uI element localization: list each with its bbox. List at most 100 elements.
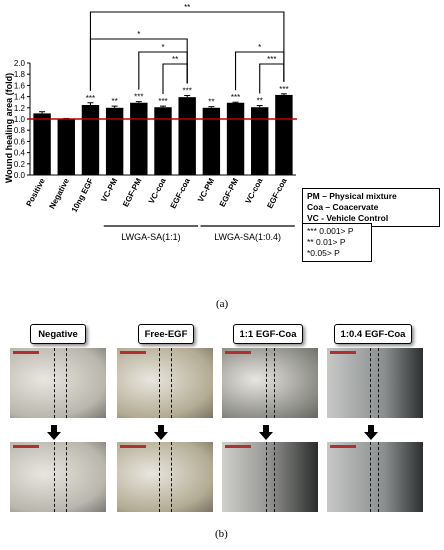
wound-edge-line	[54, 348, 55, 418]
bracket-label: **	[172, 55, 178, 64]
legend-line: PM – Physical mixture	[307, 191, 397, 201]
micrograph-image	[10, 348, 106, 418]
bar	[275, 94, 293, 175]
wound-edge-line	[274, 348, 275, 418]
significance-stars: **	[112, 97, 118, 106]
significance-stars: ***	[86, 94, 95, 103]
significance-stars: ***	[279, 85, 288, 94]
bar-chart: Wound healing area (fold) 0.0 0.2 0.4 0.6 0.…	[4, 3, 297, 242]
group-label: LWGA-SA(1:1)	[121, 232, 180, 242]
significance-stars: ***	[231, 93, 240, 102]
scale-bar	[120, 351, 146, 354]
down-arrow-icon	[154, 425, 168, 440]
micrograph-image	[222, 348, 318, 418]
wound-edge-line	[66, 442, 67, 512]
micrograph-title-1-1: 1:1 EGF-Coa	[233, 324, 303, 344]
significance-legend: *** 0.001> P ** 0.01> P *0.05> P	[302, 223, 372, 262]
legend-line: VC - Vehicle Control	[307, 213, 389, 223]
micrograph-title-negative: Negative	[30, 324, 86, 344]
micrograph-image	[117, 348, 213, 418]
legend-line: *** 0.001> P	[307, 226, 354, 236]
group-labels: LWGA-SA(1:1) LWGA-SA(1:0.4)	[103, 225, 295, 242]
wound-edge-line	[370, 348, 371, 418]
micrograph-title-free-egf: Free-EGF	[138, 324, 194, 344]
y-tick-label: 0.4	[14, 149, 26, 158]
wound-edge-line	[66, 348, 67, 418]
x-tick-label: VC-PM	[196, 176, 216, 203]
scale-bar	[225, 351, 251, 354]
down-arrow-icon	[364, 425, 378, 440]
scale-bar	[13, 445, 39, 448]
bracket-label: *	[161, 43, 164, 52]
x-tick-label: EGF-PM	[218, 176, 241, 208]
x-tick-label: EGF-coa	[265, 176, 289, 210]
micrograph-image	[222, 442, 318, 512]
scale-bar	[120, 445, 146, 448]
y-tick-label: 1.8	[14, 70, 26, 79]
micrograph-image	[327, 442, 423, 512]
legend-line: Coa – Coacervate	[307, 202, 379, 212]
x-tick-label: 10ng EGF	[70, 177, 96, 214]
bar	[154, 107, 172, 175]
y-tick-label: 1.0	[14, 115, 26, 124]
bar	[178, 97, 196, 175]
wound-edge-line	[171, 442, 172, 512]
y-axis-title: Wound healing area (fold)	[4, 73, 14, 183]
bars: *** ** *** ******** *** *****	[27, 85, 297, 175]
y-tick-label: 0.6	[14, 137, 26, 146]
scale-bar	[225, 445, 251, 448]
wound-edge-line	[370, 442, 371, 512]
y-tick-label: 0.2	[14, 160, 26, 169]
x-tick-label: EGF-PM	[121, 176, 144, 208]
panel-label-a: (a)	[216, 298, 229, 310]
bar	[33, 113, 51, 175]
scale-bar	[330, 351, 356, 354]
bar	[202, 107, 221, 175]
wound-edge-line	[274, 442, 275, 512]
bar	[105, 107, 124, 175]
wound-edge-line	[159, 442, 160, 512]
y-tick-label: 1.4	[14, 93, 26, 102]
group-label: LWGA-SA(1:0.4)	[214, 232, 281, 242]
bar	[81, 105, 100, 175]
x-tick-label: VC-coa	[147, 176, 168, 205]
significance-brackets: **********	[89, 3, 285, 95]
x-tick-label: Negative	[47, 176, 71, 210]
bracket	[162, 63, 188, 95]
abbreviation-legend: PM – Physical mixture Coa – Coacervate V…	[302, 188, 440, 227]
down-arrow-icon	[47, 425, 61, 440]
significance-stars: ***	[134, 93, 143, 102]
y-tick-label: 1.2	[14, 104, 26, 113]
bar	[57, 119, 75, 175]
down-arrow-icon	[259, 425, 273, 440]
micrograph-image	[117, 442, 213, 512]
significance-stars: **	[257, 97, 263, 106]
x-tick-label: EGF-coa	[169, 176, 193, 210]
x-tick-label: VC-coa	[244, 176, 265, 205]
wound-edge-line	[54, 442, 55, 512]
micrograph-image	[10, 442, 106, 512]
significance-stars: ***	[183, 86, 192, 95]
wound-edge-line	[378, 348, 379, 418]
bracket-label: *	[258, 43, 261, 52]
wound-edge-line	[266, 348, 267, 418]
x-tick-label: Positive	[25, 176, 48, 208]
legend-line: ** 0.01> P	[307, 237, 346, 247]
wound-edge-line	[159, 348, 160, 418]
wound-edge-line	[266, 442, 267, 512]
bracket-label: ***	[267, 55, 276, 64]
scale-bar	[13, 351, 39, 354]
micrograph-title-1-04: 1:0.4 EGF-Coa	[334, 324, 412, 344]
micrograph-image	[327, 348, 423, 418]
scale-bar	[330, 445, 356, 448]
bar	[251, 107, 269, 175]
y-tick-label: 2.0	[14, 59, 26, 68]
y-tick-label: 1.6	[14, 81, 26, 90]
wound-edge-line	[171, 348, 172, 418]
bracket-label: **	[184, 3, 190, 12]
bar	[226, 102, 245, 175]
wound-edge-line	[378, 442, 379, 512]
y-tick-label: 0.0	[14, 171, 26, 180]
bar	[130, 102, 148, 175]
